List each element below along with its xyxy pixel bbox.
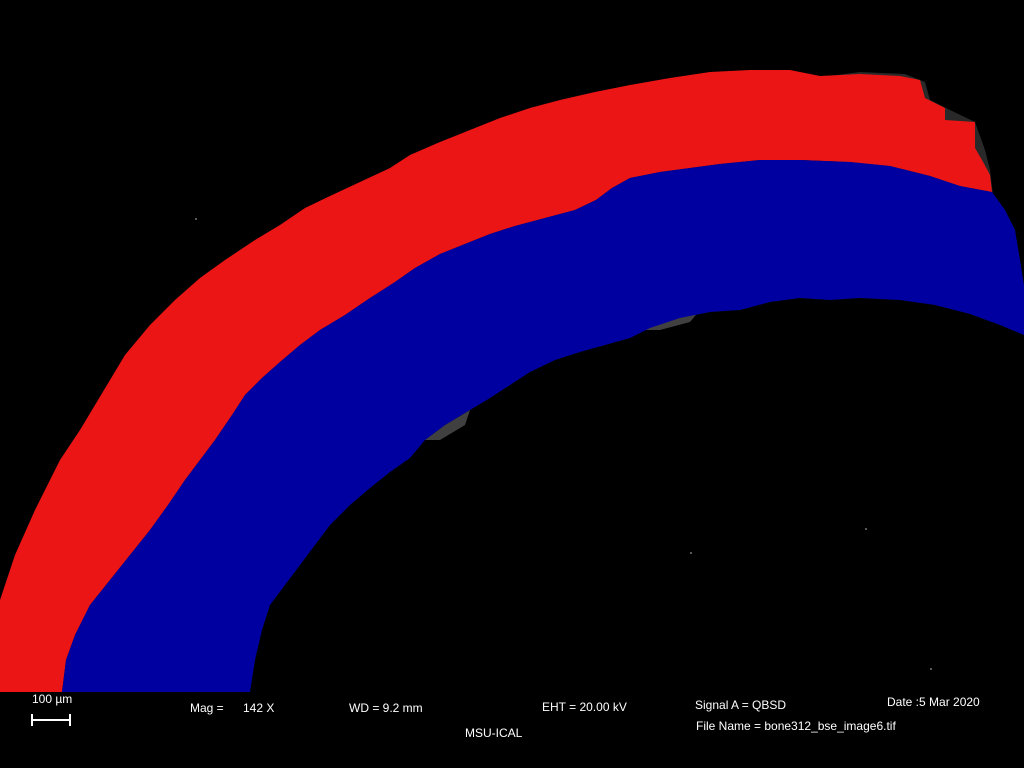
scale-bar-label: 100 µm xyxy=(32,692,73,706)
speck xyxy=(690,552,692,554)
scale-bar xyxy=(31,714,71,726)
magnification-label: Mag = xyxy=(190,701,224,715)
speck xyxy=(195,218,197,220)
segmented-bone-micrograph xyxy=(0,70,1024,692)
speck xyxy=(930,668,932,670)
acquisition-date: Date :5 Mar 2020 xyxy=(887,695,980,709)
magnification-value: 142 X xyxy=(243,701,275,715)
working-distance: WD = 9.2 mm xyxy=(349,701,423,715)
eht-voltage: EHT = 20.00 kV xyxy=(542,700,627,714)
grey-edge-fragment-2 xyxy=(425,410,470,440)
outer-layer-region xyxy=(0,70,992,692)
speck xyxy=(865,528,867,530)
signal-type: Signal A = QBSD xyxy=(695,698,787,712)
sem-data-bar: 100 µm Mag = 142 X WD = 9.2 mm EHT = 20.… xyxy=(0,692,1024,768)
institution-label: MSU-ICAL xyxy=(465,726,523,740)
file-name: File Name = bone312_bse_image6.tif xyxy=(696,719,896,733)
inner-layer-region xyxy=(62,160,1024,692)
